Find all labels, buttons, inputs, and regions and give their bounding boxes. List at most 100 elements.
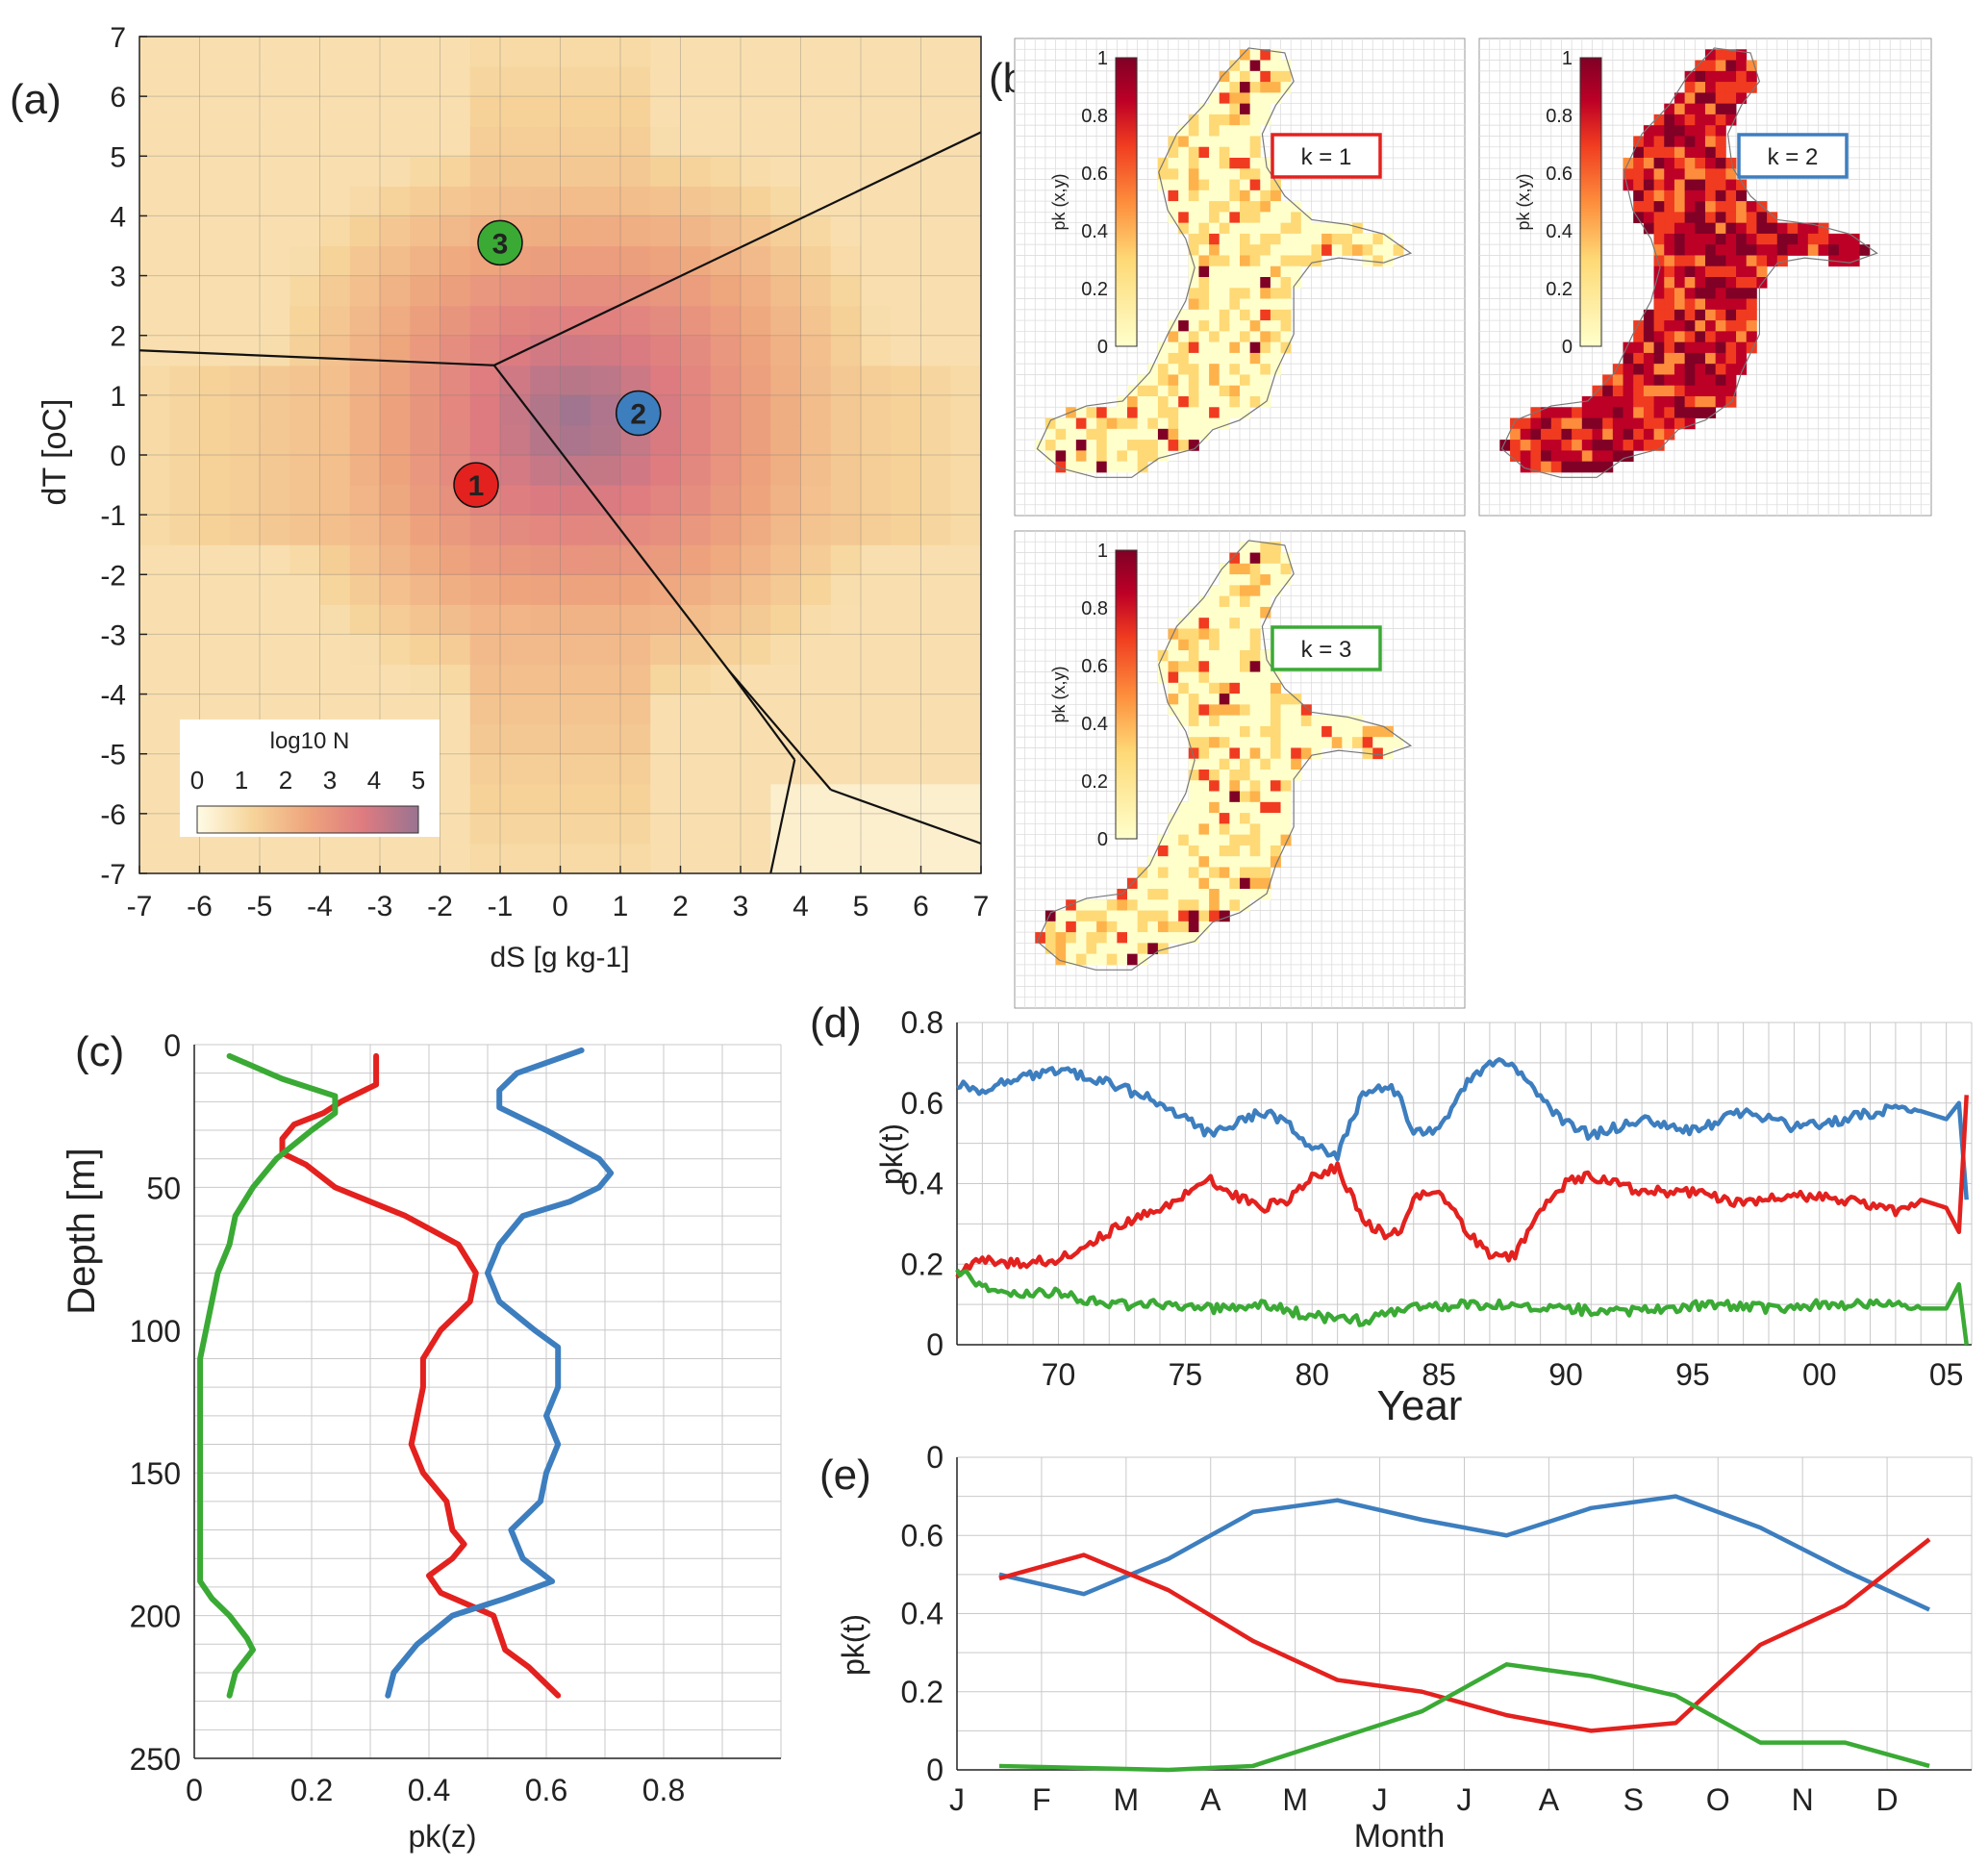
map-cell [1219,889,1230,900]
heatmap-cell [891,783,922,815]
map-cell [1270,212,1281,224]
map-cell [1219,747,1230,760]
x-tick-label: D [1876,1782,1899,1817]
map-cell [1086,932,1097,944]
map-cell [1240,834,1251,846]
heatmap-cell [440,574,471,605]
map-cell [1260,877,1271,890]
map-cell [1188,417,1199,430]
map-cell [1055,921,1067,933]
heatmap-cell [380,126,411,157]
heatmap-cell [950,723,982,755]
heatmap-cell [830,544,862,575]
map-colorbar-tick: 0.6 [1081,656,1108,677]
map-cell [1044,450,1056,463]
map-cell [1219,396,1230,408]
map-cell [1209,877,1220,890]
map-cell [1653,341,1665,354]
heatmap-cell [920,245,952,277]
map-cell [1260,189,1271,202]
heatmap-cell [349,544,381,575]
map-cell [1168,639,1179,651]
map-cell [1209,352,1220,365]
map-cell [1157,943,1169,955]
map-cell [1117,953,1128,966]
heatmap-cell [289,394,321,426]
map-cell [1219,146,1230,159]
heatmap-cell [440,245,471,277]
map-cell [1673,364,1686,375]
heatmap-cell [139,664,170,695]
map-cell [1372,244,1384,256]
heatmap-cell [469,275,501,307]
map-cell [1229,791,1241,803]
map-cell [1705,114,1717,126]
map-cell [1229,725,1241,738]
map-cell [1240,244,1251,256]
heatmap-cell [319,843,351,874]
map-colorbar-label: pk (x,y) [1049,173,1069,230]
heatmap-cell [440,96,471,127]
map-cell [1695,125,1706,137]
map-cell [1117,943,1128,955]
heatmap-cell [650,245,682,277]
heatmap-cell [891,455,922,486]
panel-a-frame [138,36,982,874]
map-cell [1249,179,1261,191]
map-cell [1684,352,1696,365]
map-cell [1147,428,1159,441]
map-cell [1055,440,1067,451]
map-cell [1270,813,1281,824]
map-cell [1776,233,1788,245]
heatmap-cell [440,37,471,67]
x-tick-label: 0.6 [525,1773,567,1807]
map-cell [1249,574,1261,586]
heatmap-cell [741,66,771,97]
heatmap-cell [830,753,862,785]
cluster-boundary-line [830,788,982,845]
heatmap-cell [650,634,682,666]
map-cell [1066,417,1077,430]
heatmap-cell [741,186,771,217]
map-cell [1240,146,1251,159]
heatmap-cell [800,66,832,97]
map-cell [1178,694,1190,705]
seasonal-line [998,1662,1930,1773]
map-cell [1300,725,1312,738]
map-cell [1715,288,1726,299]
map-cell [1331,715,1343,727]
map-cell [1198,770,1210,781]
heatmap-cell [440,275,471,307]
map-cell [1715,374,1726,387]
map-cell [1260,114,1271,126]
map-cell [1147,910,1159,922]
map-cell [1168,704,1179,717]
map-cell [1633,440,1645,451]
heatmap-cell [741,694,771,725]
heatmap-cell [440,664,471,695]
map-cell [1249,233,1261,245]
map-cell [1209,910,1220,922]
heatmap-cell [680,66,712,97]
map-cell [1249,867,1261,879]
heatmap-cell [800,365,832,396]
map-cell [1249,780,1261,792]
map-cell [1260,364,1271,375]
map-cell [1188,364,1199,375]
map-cell [1157,910,1169,922]
map-cell [1147,396,1159,408]
map-cell [1270,364,1281,375]
heatmap-cell [139,156,170,187]
heatmap-cell [861,664,892,695]
heatmap-cell [260,186,290,217]
heatmap-cell [830,394,862,426]
map-cell [1249,92,1261,105]
map-colorbar [1579,57,1602,347]
heatmap-cell [560,126,591,157]
x-tick-label: 3 [733,891,749,922]
map-cell [1229,770,1241,781]
map-cell [1695,244,1706,256]
heatmap-cell [229,515,261,545]
heatmap-cell [590,455,621,486]
